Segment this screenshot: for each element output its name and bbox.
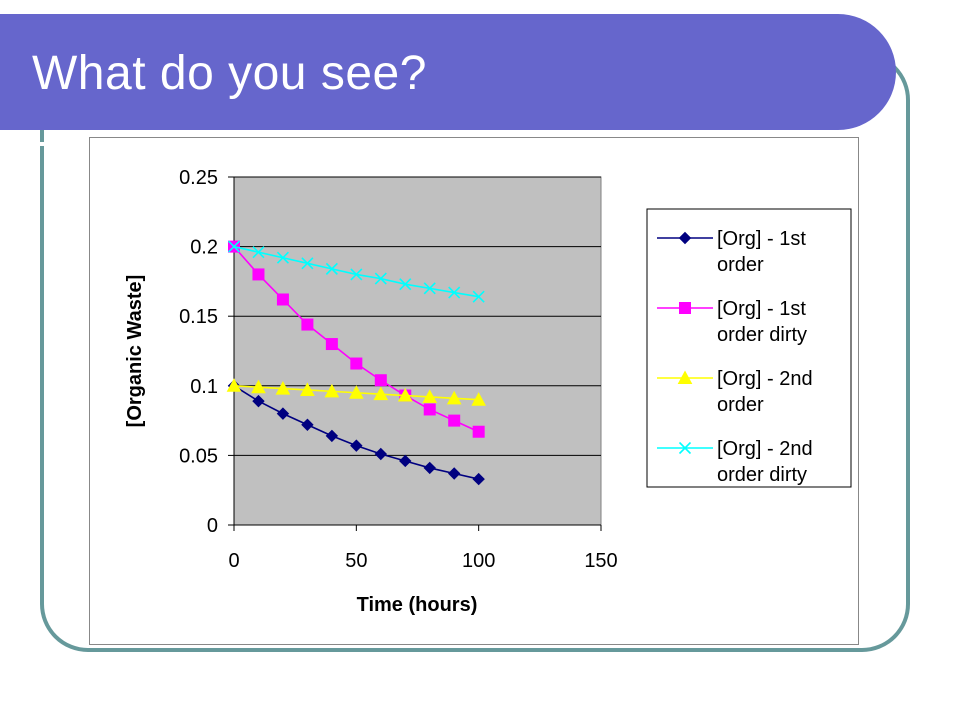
point-marker (677, 370, 693, 384)
x-tick-label: 150 (584, 550, 617, 572)
point-marker (374, 374, 387, 387)
point-marker (373, 386, 389, 401)
y-tick-label: 0.25 (179, 167, 218, 189)
point-marker (471, 392, 487, 406)
y-tick-label: 0.15 (179, 306, 218, 328)
point-marker (423, 403, 436, 416)
point-marker-stroke (374, 272, 387, 285)
point-marker-stroke (276, 251, 289, 264)
point-marker-stroke (448, 286, 461, 299)
point-marker (423, 461, 436, 475)
point-marker (227, 240, 241, 253)
plot-area (233, 176, 602, 526)
point-marker (472, 290, 485, 303)
point-marker (276, 251, 289, 264)
point-marker (276, 407, 290, 420)
legend-label: [Org] - 2nd order dirty (717, 438, 813, 486)
point-marker (301, 418, 314, 431)
y-tick-label: 0.05 (179, 445, 218, 467)
point-marker-stroke (423, 282, 436, 295)
point-marker (348, 385, 364, 399)
point-marker-stroke (350, 268, 363, 281)
point-marker (275, 381, 291, 395)
point-marker (251, 379, 266, 394)
point-marker-stroke (399, 278, 412, 291)
x-tick-label: 100 (462, 550, 495, 572)
point-marker (399, 278, 412, 291)
point-marker (679, 302, 691, 314)
point-marker (301, 318, 314, 331)
point-marker (325, 338, 338, 351)
point-marker (301, 257, 314, 270)
point-marker (448, 286, 461, 299)
legend-label-line: [Org] - 1st (717, 298, 806, 320)
grid-lines (234, 176, 601, 456)
point-marker (447, 467, 461, 480)
legend-label-line: [Org] - 1st (717, 228, 806, 250)
legend-label-line: order (717, 254, 764, 276)
point-marker (226, 378, 242, 392)
legend-item: [Org] - 2nd order dirty (657, 438, 813, 486)
point-marker (325, 429, 339, 443)
point-marker (374, 447, 388, 461)
x-axis-label: Time (hours) (357, 594, 478, 616)
title-bar: What do you see? (0, 14, 896, 146)
point-marker (300, 382, 315, 396)
legend-label: [Org] - 1st order dirty (717, 298, 807, 346)
series-3 (226, 378, 487, 406)
point-marker (350, 357, 363, 370)
x-tick-label: 50 (345, 550, 367, 572)
point-marker (678, 231, 692, 245)
legend-item: [Org] - 1st order dirty (657, 298, 807, 346)
legend: [Org] - 1st order[Org] - 1st order dirty[O… (646, 208, 852, 488)
line-chart: 0 0.05 0.1 0.15 0.2 0.25 0 50 100 150 Time (hours… (124, 167, 852, 616)
point-marker (325, 262, 338, 275)
point-marker (678, 441, 692, 455)
point-marker-stroke (472, 290, 485, 303)
series-1 (227, 379, 485, 486)
legend-item: [Org] - 1st order (657, 228, 806, 276)
legend-item: [Org] - 2nd order (657, 368, 813, 416)
legend-label: [Org] - 1st order (717, 228, 806, 276)
legend-label-line: order dirty (717, 464, 807, 486)
legend-label-line: order dirty (717, 324, 807, 346)
point-marker (350, 268, 363, 281)
point-marker (252, 394, 265, 408)
legend-label-line: order (717, 394, 764, 416)
point-marker (252, 246, 265, 259)
point-marker-stroke (325, 262, 338, 275)
point-marker (397, 387, 413, 402)
point-marker (276, 293, 289, 306)
point-marker (472, 472, 485, 486)
slide-title: What do you see? (32, 47, 427, 100)
y-tick-label: 0 (207, 515, 218, 537)
point-marker-stroke (678, 441, 692, 455)
y-tick-label: 0.1 (190, 376, 218, 398)
point-marker (374, 272, 387, 285)
legend-label-line: [Org] - 2nd (717, 368, 813, 390)
point-marker-stroke (227, 240, 241, 253)
point-marker (446, 390, 462, 405)
point-marker (350, 439, 363, 452)
point-marker (423, 282, 436, 295)
point-marker (472, 425, 485, 438)
point-marker (422, 389, 438, 403)
y-axis-label: [Organic Waste] (124, 275, 146, 428)
y-tick-label: 0.2 (190, 237, 218, 259)
series-4 (227, 240, 485, 303)
point-marker-stroke (252, 246, 265, 259)
point-marker-stroke (301, 257, 314, 270)
point-marker (448, 414, 461, 427)
legend-box (646, 208, 852, 488)
point-marker (399, 454, 412, 468)
legend-label: [Org] - 2nd order (717, 368, 813, 416)
x-tick-label: 0 (228, 550, 239, 572)
point-marker (252, 268, 265, 281)
series-group (226, 240, 487, 486)
legend-label-line: [Org] - 2nd (717, 438, 813, 460)
point-marker (324, 383, 340, 398)
